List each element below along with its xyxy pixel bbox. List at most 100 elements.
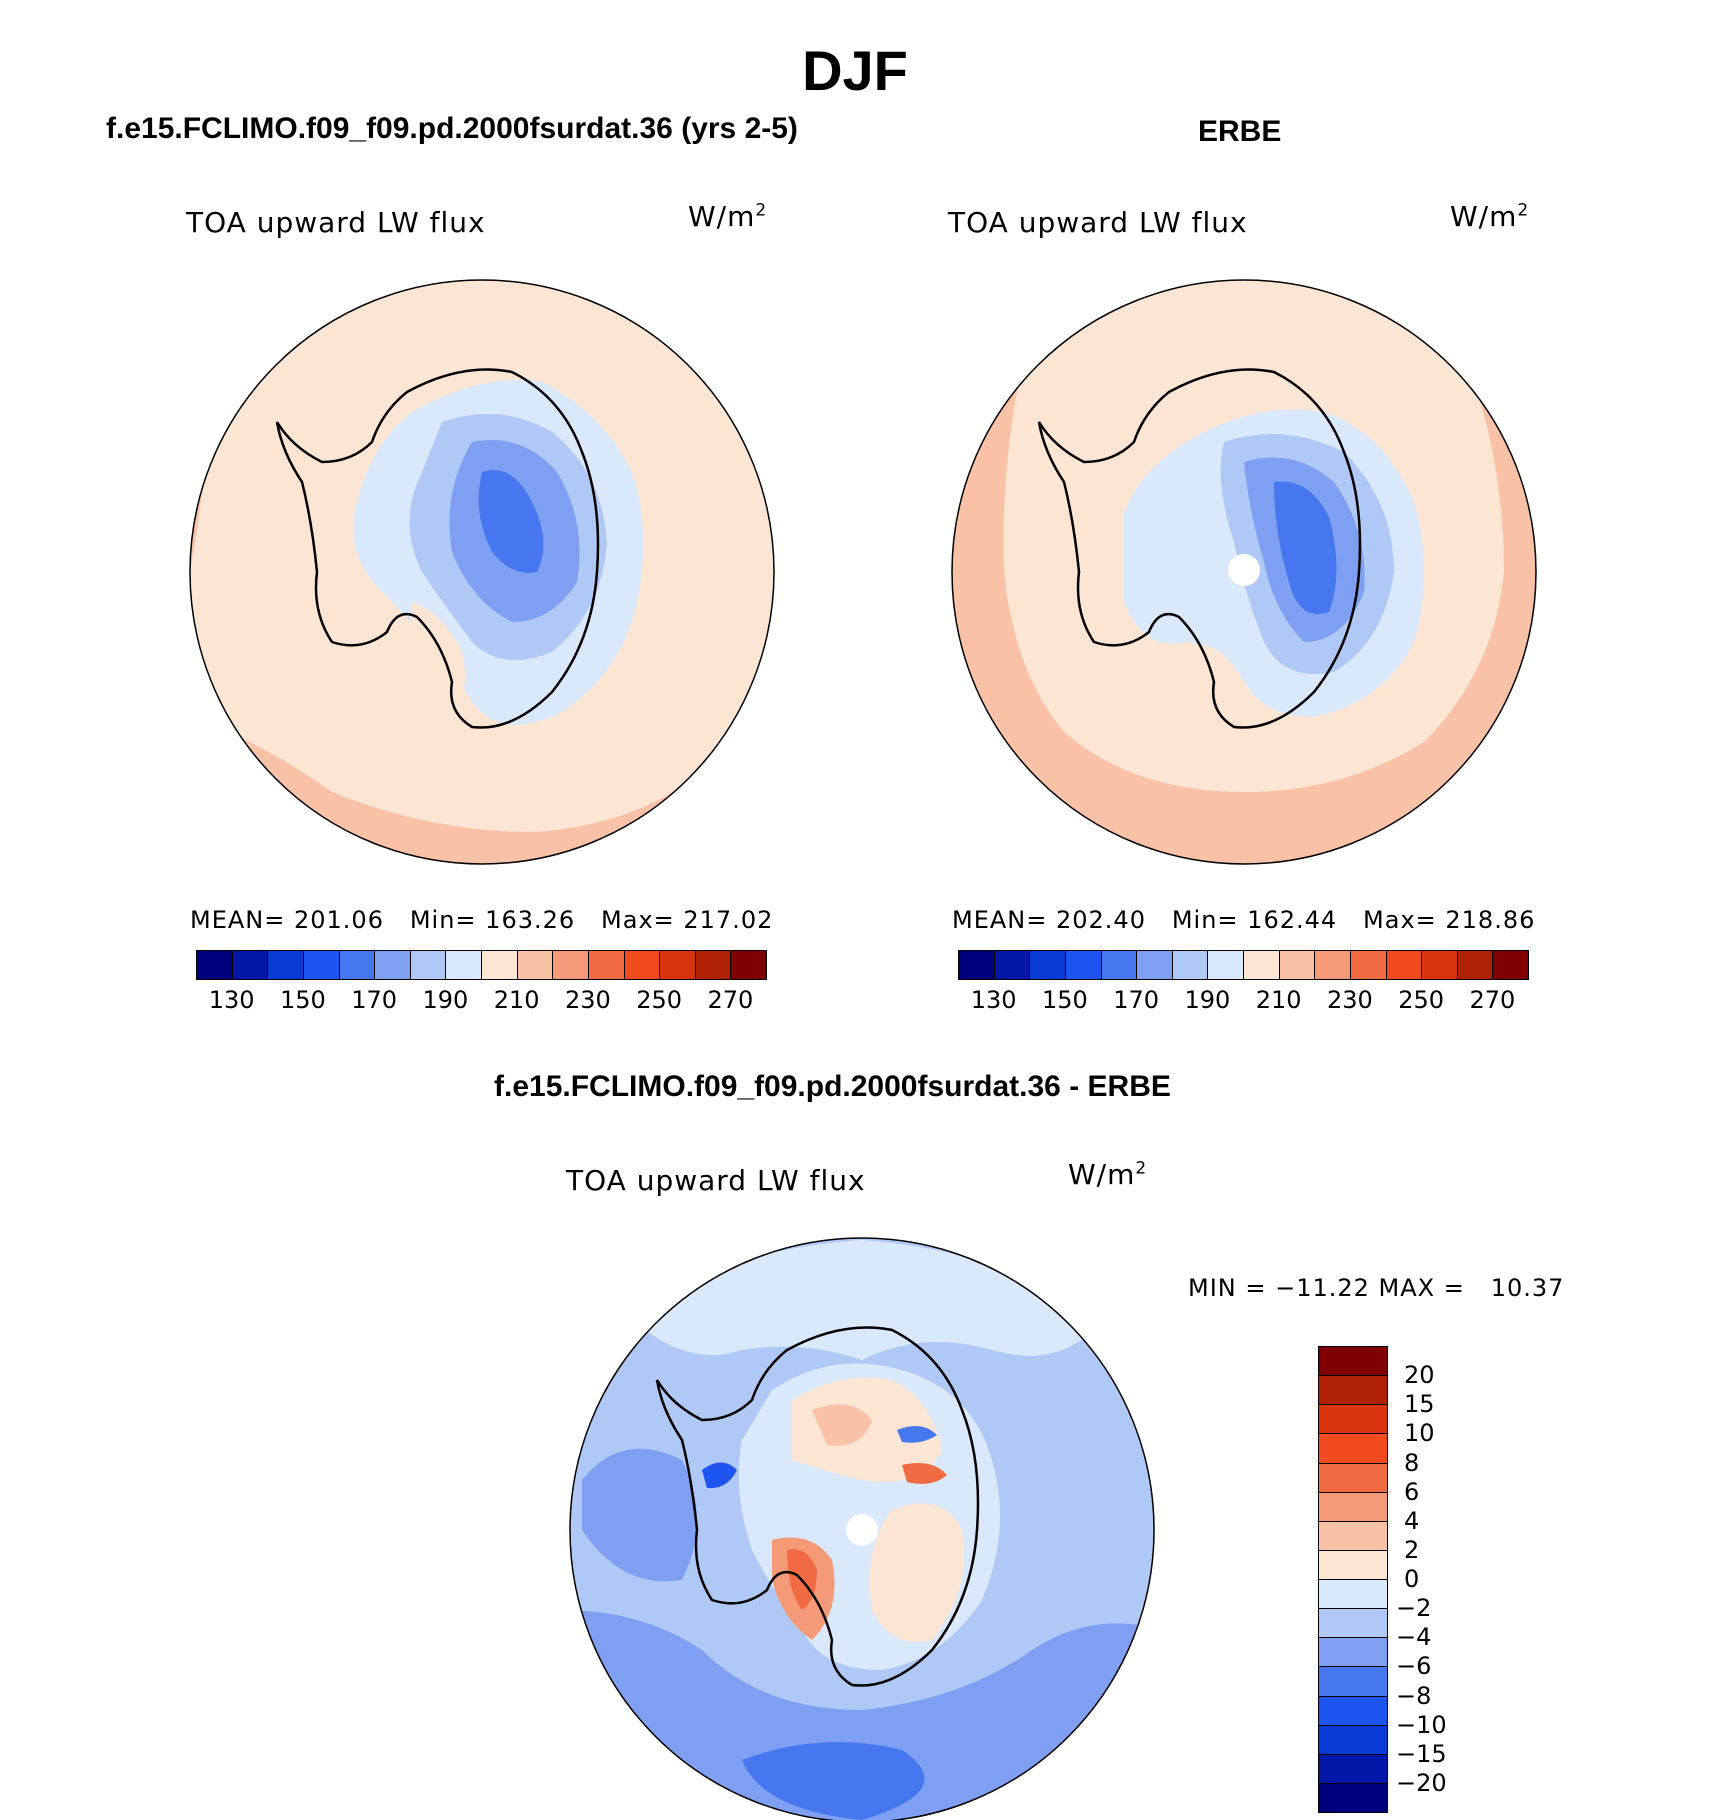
colorbar-tick-label: 170	[1113, 986, 1160, 1014]
colorbar-tick-label: 150	[279, 986, 326, 1014]
colorbar-swatch	[409, 950, 447, 980]
model-case-title: f.e15.FCLIMO.f09_f09.pd.2000fsurdat.36 (…	[106, 112, 798, 145]
colorbar-swatch	[1171, 950, 1209, 980]
colorbar-swatch	[1318, 1404, 1388, 1435]
colorbar-swatch	[1064, 950, 1102, 980]
colorbar-swatch	[338, 950, 376, 980]
model-variable-label: TOA upward LW flux	[186, 206, 486, 239]
colorbar-swatch	[1492, 950, 1529, 980]
diff-polar-map	[569, 1237, 1155, 1820]
colorbar-tick-label: −4	[1396, 1623, 1432, 1652]
colorbar-tick-label: 8	[1404, 1448, 1420, 1477]
colorbar-swatch	[958, 950, 995, 980]
colorbar-tick-label: 270	[1469, 986, 1516, 1014]
colorbar-tick-label: −6	[1396, 1652, 1432, 1681]
colorbar-tick-label: 6	[1404, 1477, 1420, 1506]
colorbar-swatch	[1207, 950, 1244, 980]
colorbar-tick-label: −20	[1396, 1768, 1447, 1797]
colorbar-swatch	[445, 950, 482, 980]
colorbar-swatch	[1318, 1695, 1388, 1726]
colorbar-swatch	[1318, 1753, 1388, 1784]
colorbar-swatch	[1318, 1433, 1388, 1464]
obs-case-title: ERBE	[1198, 115, 1282, 148]
colorbar-tick-label: 130	[208, 986, 255, 1014]
colorbar-swatch	[1136, 950, 1173, 980]
colorbar-swatch	[1456, 950, 1494, 980]
colorbar-swatch	[1385, 950, 1423, 980]
colorbar-tick-label: 270	[707, 986, 754, 1014]
model-colorbar-ticks: 130 150 170 190 210 230 250 270	[196, 986, 766, 1016]
colorbar-tick-label: 4	[1404, 1506, 1420, 1535]
diff-variable-label: TOA upward LW flux	[566, 1164, 866, 1197]
colorbar-swatch	[1421, 950, 1458, 980]
colorbar-swatch	[196, 950, 233, 980]
colorbar-tick-label: −8	[1396, 1681, 1432, 1710]
colorbar-swatch	[1318, 1579, 1388, 1610]
obs-polar-map	[951, 279, 1537, 865]
colorbar-swatch	[302, 950, 340, 980]
colorbar-swatch	[1318, 1375, 1388, 1406]
colorbar-tick-label: 15	[1404, 1390, 1435, 1419]
diff-units-label: W/m2	[1068, 1158, 1148, 1191]
obs-stats: MEAN= 202.40 Min= 162.44 Max= 218.86	[952, 906, 1536, 934]
model-stats: MEAN= 201.06 Min= 163.26 Max= 217.02	[190, 906, 774, 934]
colorbar-swatch	[1318, 1666, 1388, 1697]
colorbar-swatch	[1318, 1724, 1388, 1755]
colorbar-swatch	[1318, 1520, 1388, 1551]
colorbar-tick-label: 170	[351, 986, 398, 1014]
colorbar-swatch	[1100, 950, 1138, 980]
colorbar-swatch	[1029, 950, 1066, 980]
colorbar-tick-label: 230	[564, 986, 611, 1014]
colorbar-tick-label: 130	[970, 986, 1017, 1014]
model-colorbar	[196, 950, 767, 980]
colorbar-swatch	[659, 950, 696, 980]
colorbar-swatch	[1318, 1637, 1388, 1668]
colorbar-swatch	[267, 950, 304, 980]
colorbar-swatch	[516, 950, 554, 980]
model-polar-map	[189, 279, 775, 865]
colorbar-swatch	[1349, 950, 1387, 980]
obs-units-label: W/m2	[1450, 200, 1530, 233]
colorbar-tick-label: 190	[1184, 986, 1231, 1014]
colorbar-swatch	[481, 950, 518, 980]
colorbar-tick-label: 250	[636, 986, 683, 1014]
colorbar-tick-label: 250	[1398, 986, 1445, 1014]
colorbar-tick-label: −10	[1396, 1710, 1447, 1739]
colorbar-swatch	[1318, 1462, 1388, 1493]
colorbar-swatch	[730, 950, 767, 980]
diff-colorbar-ticks: 20 15 10 8 6 4 2 0 −2 −4 −6 −8 −10 −15 −20	[1396, 1346, 1476, 1812]
colorbar-tick-label: 190	[422, 986, 469, 1014]
colorbar-swatch	[1318, 1608, 1388, 1639]
colorbar-swatch	[1318, 1491, 1388, 1522]
obs-colorbar	[958, 950, 1529, 980]
colorbar-swatch	[1318, 1782, 1388, 1813]
diff-stats: MIN = −11.22 MAX = 10.37	[1188, 1274, 1565, 1302]
obs-colorbar-ticks: 130 150 170 190 210 230 250 270	[958, 986, 1528, 1016]
colorbar-swatch	[587, 950, 625, 980]
colorbar-swatch	[1278, 950, 1316, 980]
colorbar-tick-label: 210	[1255, 986, 1302, 1014]
colorbar-swatch	[374, 950, 411, 980]
obs-variable-label: TOA upward LW flux	[948, 206, 1248, 239]
model-units-label: W/m2	[688, 200, 768, 233]
colorbar-swatch	[1243, 950, 1280, 980]
colorbar-tick-label: 20	[1404, 1361, 1435, 1390]
colorbar-tick-label: −2	[1396, 1594, 1432, 1623]
colorbar-tick-label: 230	[1326, 986, 1373, 1014]
colorbar-swatch	[1318, 1549, 1388, 1580]
colorbar-swatch	[1318, 1346, 1388, 1377]
colorbar-tick-label: 210	[493, 986, 540, 1014]
colorbar-swatch	[1314, 950, 1351, 980]
figure-title: DJF	[802, 39, 908, 102]
colorbar-swatch	[231, 950, 269, 980]
colorbar-swatch	[552, 950, 589, 980]
colorbar-tick-label: 0	[1404, 1565, 1420, 1593]
colorbar-tick-label: 2	[1404, 1535, 1420, 1564]
diff-case-title: f.e15.FCLIMO.f09_f09.pd.2000fsurdat.36 -…	[494, 1070, 1171, 1103]
colorbar-swatch	[694, 950, 732, 980]
colorbar-swatch	[623, 950, 661, 980]
colorbar-tick-label: −15	[1396, 1739, 1447, 1768]
diff-colorbar	[1318, 1346, 1388, 1813]
colorbar-swatch	[993, 950, 1031, 980]
colorbar-tick-label: 150	[1041, 986, 1088, 1014]
